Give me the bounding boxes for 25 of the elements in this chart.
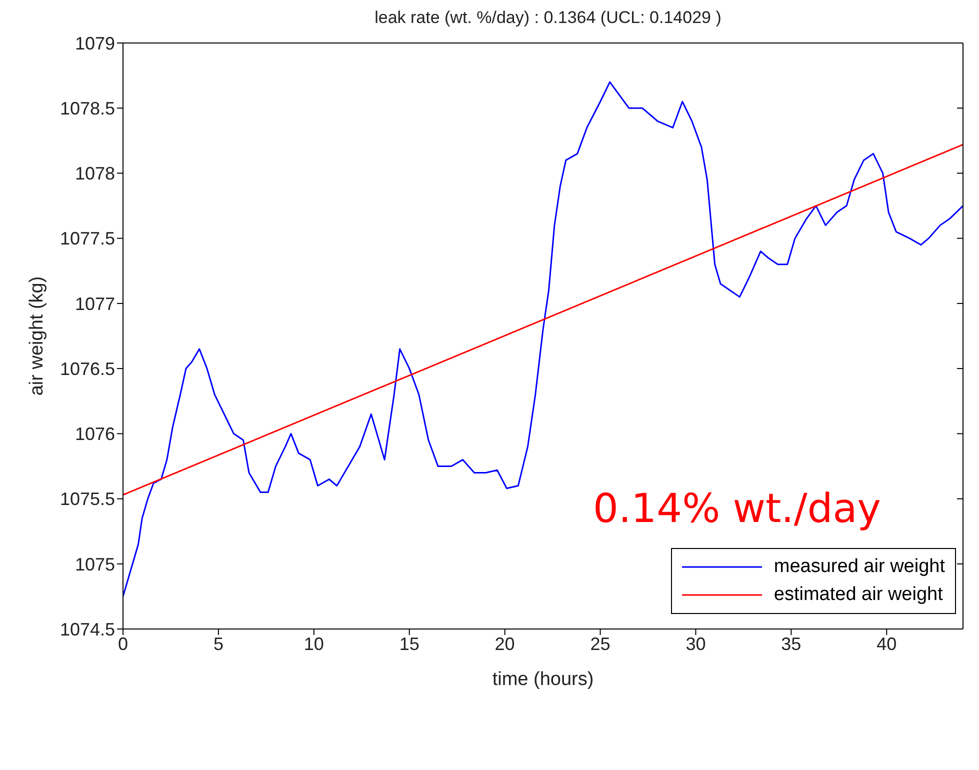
x-tick-label: 10	[304, 634, 324, 654]
x-tick-label: 35	[781, 634, 802, 654]
x-tick-label: 20	[494, 634, 515, 654]
annotation: 0.14% wt./day	[593, 486, 881, 532]
y-tick-label: 1079	[74, 33, 115, 54]
y-tick-label: 1076.5	[60, 358, 115, 379]
y-tick-label: 1077	[74, 294, 115, 314]
x-tick-label: 30	[686, 634, 706, 654]
chart-title: leak rate (wt. %/day) : 0.1364 (UCL: 0.14029 )	[374, 8, 722, 29]
x-tick-label: 15	[399, 634, 420, 654]
y-tick-label: 1078.5	[60, 98, 115, 118]
y-tick-label: 1076	[74, 424, 115, 444]
legend-label: measured air weight	[774, 555, 945, 579]
y-axis-title: air weight (kg)	[26, 276, 48, 396]
x-tick-label: 40	[876, 634, 897, 654]
y-tick-label: 1074.5	[60, 619, 115, 640]
y-tick-label: 1075	[74, 554, 115, 574]
x-axis-title: time (hours)	[492, 669, 594, 690]
y-tick-label: 1075.5	[60, 489, 115, 510]
legend-label: estimated air weight	[774, 583, 943, 607]
y-tick-label: 1078	[74, 164, 115, 184]
y-tick-label: 1077.5	[60, 228, 115, 249]
x-tick-label: 5	[213, 634, 224, 654]
x-tick-label: 0	[118, 634, 128, 654]
x-tick-label: 25	[590, 634, 610, 654]
